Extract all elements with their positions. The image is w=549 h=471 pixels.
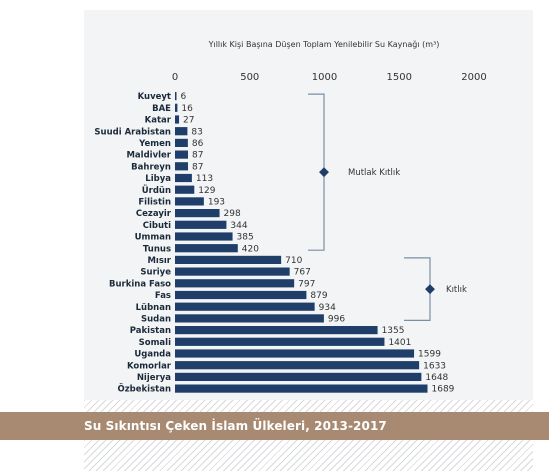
category-label: BAE [152, 104, 171, 114]
value-label: 193 [208, 198, 225, 208]
category-label: Tunus [143, 244, 171, 254]
bar [175, 255, 282, 264]
category-label: Nijerya [137, 373, 171, 383]
value-label: 879 [310, 291, 327, 301]
category-label: Ürdün [142, 185, 171, 196]
bar [175, 302, 315, 311]
value-label: 1401 [388, 338, 411, 348]
bar [175, 384, 428, 393]
value-label: 996 [328, 315, 345, 325]
bar [175, 372, 422, 381]
bar [175, 290, 307, 300]
category-label: Libya [145, 174, 171, 184]
category-label: Burkina Faso [109, 279, 171, 289]
bar [175, 162, 189, 171]
category-label: Mısır [147, 256, 171, 266]
category-label: Fas [155, 291, 171, 301]
x-tick-label: 1000 [312, 72, 337, 83]
category-label: Cezayir [136, 209, 172, 219]
bar [175, 220, 227, 229]
annotation-label: Mutlak Kıtlık [348, 168, 400, 178]
value-label: 934 [319, 303, 336, 313]
category-label: Uganda [134, 350, 171, 360]
bar [175, 150, 189, 159]
x-tick-label: 1500 [387, 72, 412, 83]
value-label: 797 [298, 279, 315, 289]
value-label: 1648 [425, 373, 448, 383]
bar [175, 314, 324, 323]
value-label: 16 [181, 104, 193, 114]
category-label: Suudi Arabistan [94, 127, 171, 137]
category-label: Maldivler [126, 151, 171, 161]
bar [175, 197, 204, 206]
bar [175, 337, 385, 346]
category-label: Yemen [138, 139, 171, 149]
value-label: 87 [192, 162, 203, 172]
category-label: Özbekistan [118, 384, 172, 395]
bar [175, 267, 290, 276]
value-label: 86 [192, 139, 204, 149]
caption-bar [0, 412, 549, 440]
category-label: Katar [145, 116, 172, 126]
value-label: 385 [237, 233, 254, 243]
x-tick-label: 2000 [461, 72, 486, 83]
bar [175, 127, 188, 136]
value-label: 420 [242, 244, 259, 254]
category-label: Bahreyn [131, 162, 171, 172]
hatch-band-bottom [84, 440, 533, 471]
category-label: Sudan [141, 315, 171, 325]
value-label: 1633 [423, 361, 446, 371]
annotation-label: Kıtlık [446, 285, 467, 295]
x-tick-label: 0 [172, 72, 178, 83]
category-label: Komorlar [127, 361, 172, 371]
bar [175, 209, 220, 218]
annotation-diamond-marker [425, 284, 435, 295]
x-tick-label: 500 [240, 72, 259, 83]
value-label: 344 [230, 221, 247, 231]
value-label: 113 [196, 174, 213, 184]
bar [175, 244, 238, 253]
value-label: 87 [192, 151, 203, 161]
value-label: 83 [191, 127, 202, 137]
value-label: 767 [294, 268, 311, 278]
hatch-band-top [84, 400, 533, 412]
bar [175, 279, 295, 288]
category-label: Pakistan [130, 326, 171, 336]
chart-title: Yıllık Kişi Başına Düşen Toplam Yenilebi… [208, 40, 440, 49]
value-label: 1355 [382, 326, 405, 336]
figure-caption: Su Sıkıntısı Çeken İslam Ülkeleri, 2013-… [84, 419, 387, 433]
bar [175, 103, 178, 112]
category-label: Umman [135, 233, 171, 243]
category-label: Lübnan [136, 303, 171, 313]
bar [175, 115, 180, 124]
bar [175, 173, 192, 183]
bar [175, 138, 188, 147]
value-label: 710 [285, 256, 302, 266]
annotation-diamond-marker [319, 167, 329, 178]
value-label: 129 [198, 186, 215, 196]
bar [175, 92, 177, 101]
bar [175, 232, 233, 241]
category-label: Kuveyt [138, 92, 171, 102]
value-label: 298 [224, 209, 241, 219]
category-label: Somali [139, 338, 171, 348]
category-label: Cibuti [143, 221, 171, 231]
bar [175, 326, 378, 335]
category-label: Filistin [138, 198, 171, 208]
category-label: Suriye [140, 268, 171, 278]
bar [175, 361, 420, 370]
bar [175, 185, 195, 194]
value-label: 27 [183, 116, 194, 126]
value-label: 6 [181, 92, 187, 102]
value-label: 1599 [418, 350, 441, 360]
bar [175, 349, 415, 358]
value-label: 1689 [432, 385, 455, 395]
